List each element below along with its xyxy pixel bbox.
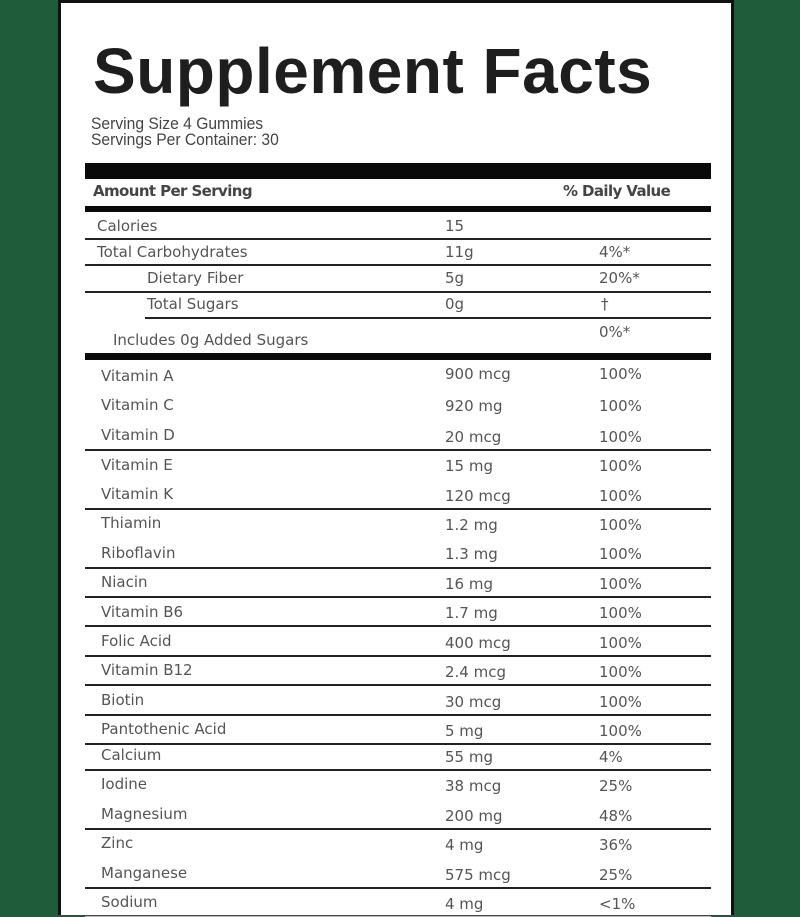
divider	[85, 684, 711, 686]
divider	[85, 264, 711, 266]
divider	[85, 449, 711, 451]
divider	[85, 743, 711, 745]
serving-size: Serving Size 4 Gummies	[91, 114, 264, 133]
label-title: Supplement Facts	[93, 35, 653, 107]
header-amount-per-serving: Amount Per Serving	[93, 182, 253, 200]
header-bar	[85, 206, 711, 212]
serving-info: Serving Size 4 Gummies Servings Per Cont…	[91, 114, 279, 149]
divider	[145, 317, 711, 319]
divider	[85, 828, 711, 830]
divider	[85, 655, 711, 657]
section-bar	[85, 353, 711, 360]
divider	[85, 238, 711, 240]
supplement-facts-panel: Supplement Facts Serving Size 4 Gummies …	[58, 0, 734, 917]
servings-per-container: Servings Per Container: 30	[91, 130, 279, 149]
header-daily-value: % Daily Value	[563, 182, 671, 200]
divider	[85, 625, 711, 627]
divider	[85, 567, 711, 569]
divider	[85, 291, 711, 293]
top-thick-bar	[85, 163, 711, 179]
divider	[85, 887, 711, 889]
divider	[85, 596, 711, 598]
divider	[85, 769, 711, 771]
divider	[85, 508, 711, 510]
divider	[85, 714, 711, 716]
